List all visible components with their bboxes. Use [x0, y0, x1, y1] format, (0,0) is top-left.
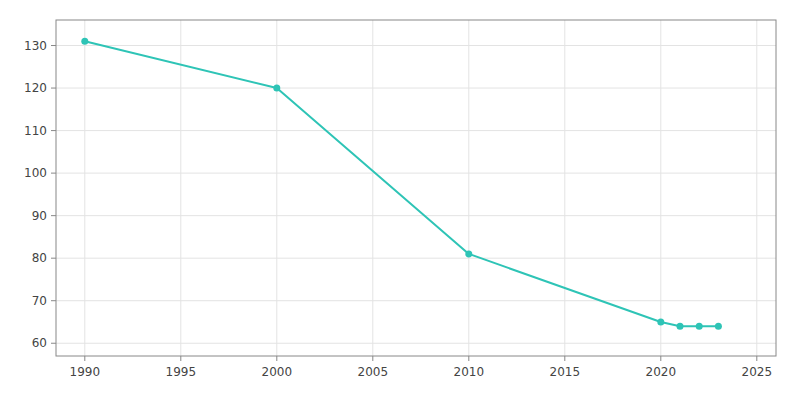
y-tick-label: 130 — [24, 39, 47, 53]
x-grid-line — [756, 20, 757, 356]
x-tick — [660, 356, 661, 361]
x-tick — [756, 356, 757, 361]
x-tick-label: 2010 — [454, 365, 485, 379]
y-grid-line — [56, 258, 776, 259]
x-tick-label: 1990 — [70, 365, 101, 379]
x-tick — [84, 356, 85, 361]
plot-frame — [56, 20, 776, 356]
y-tick — [51, 343, 56, 344]
point — [677, 323, 684, 330]
x-tick-label: 2000 — [262, 365, 293, 379]
y-tick-label: 110 — [24, 124, 47, 138]
y-tick-label: 60 — [32, 336, 47, 350]
y-tick-label: 120 — [24, 81, 47, 95]
y-tick — [51, 45, 56, 46]
x-tick — [180, 356, 181, 361]
x-tick-label: 1995 — [166, 365, 197, 379]
x-grid-line — [660, 20, 661, 356]
point — [657, 318, 664, 325]
y-tick — [51, 88, 56, 89]
y-tick-label: 70 — [32, 294, 47, 308]
y-grid-line — [56, 215, 776, 216]
y-grid-line — [56, 88, 776, 89]
y-tick — [51, 130, 56, 131]
y-tick — [51, 215, 56, 216]
y-tick — [51, 258, 56, 259]
x-tick-label: 2020 — [646, 365, 677, 379]
series — [81, 38, 722, 330]
chart: 1990 1995 2000 2005 2010 2015 2020 2025 60 70 80 90… — [0, 0, 800, 400]
chart-container: 1990 1995 2000 2005 2010 2015 2020 2025 60 70 80 90… — [0, 0, 800, 400]
tick-labels: 1990 1995 2000 2005 2010 2015 2020 2025 60 70 80 90… — [24, 39, 772, 379]
point — [273, 85, 280, 92]
x-grid-line — [564, 20, 565, 356]
y-grid-line — [56, 130, 776, 131]
x-grid-line — [468, 20, 469, 356]
x-tick — [564, 356, 565, 361]
y-tick-label: 90 — [32, 209, 47, 223]
y-grid-line — [56, 300, 776, 301]
y-tick — [51, 300, 56, 301]
x-tick — [276, 356, 277, 361]
x-grid-line — [180, 20, 181, 356]
line — [85, 41, 719, 326]
y-grid-line — [56, 45, 776, 46]
x-grid-line — [84, 20, 85, 356]
grid — [56, 20, 776, 356]
point — [465, 250, 472, 257]
point — [715, 323, 722, 330]
y-grid-line — [56, 343, 776, 344]
point — [696, 323, 703, 330]
x-tick-label: 2015 — [550, 365, 581, 379]
x-tick — [468, 356, 469, 361]
x-tick-label: 2005 — [358, 365, 389, 379]
y-tick-label: 100 — [24, 166, 47, 180]
x-grid-line — [276, 20, 277, 356]
x-tick — [372, 356, 373, 361]
point — [81, 38, 88, 45]
plot-area — [56, 20, 776, 356]
x-grid-line — [372, 20, 373, 356]
y-tick — [51, 173, 56, 174]
y-tick-label: 80 — [32, 251, 47, 265]
x-tick-label: 2025 — [742, 365, 773, 379]
y-grid-line — [56, 173, 776, 174]
